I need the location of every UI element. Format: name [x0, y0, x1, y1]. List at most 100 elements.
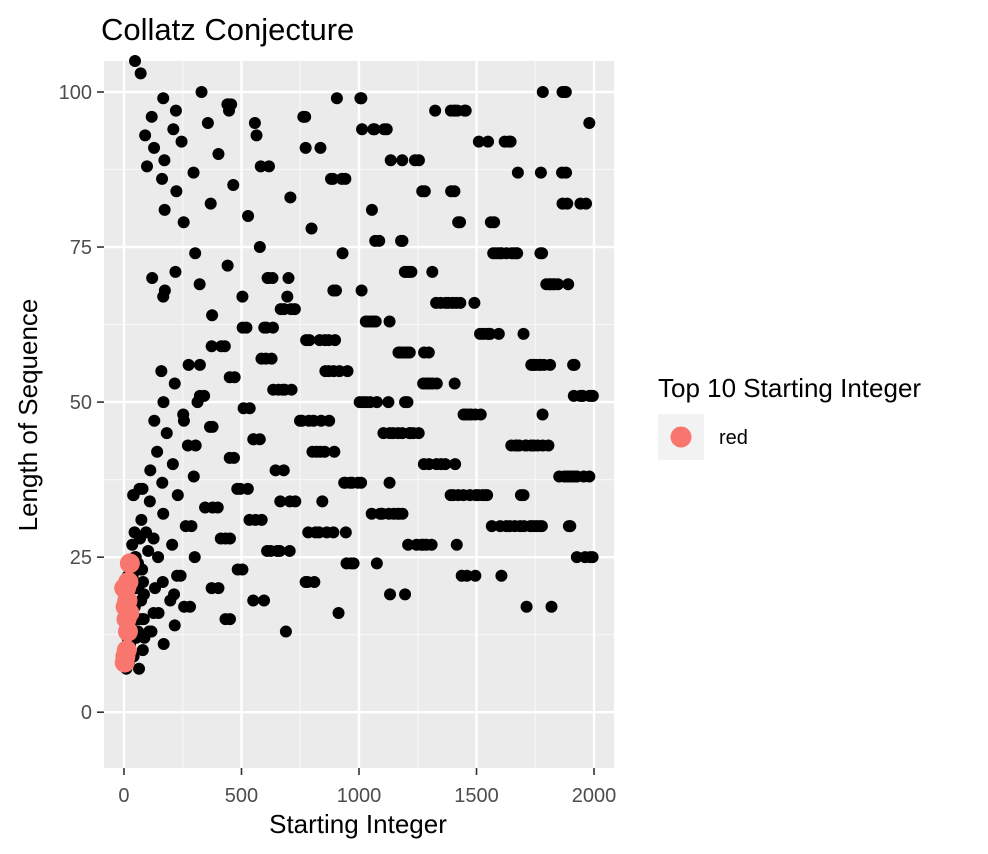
data-point: [206, 420, 219, 433]
data-point: [240, 321, 253, 334]
data-point: [141, 160, 154, 173]
data-point: [135, 513, 148, 526]
data-point: [415, 538, 428, 551]
data-point: [288, 303, 301, 316]
data-point: [241, 482, 254, 495]
data-point: [189, 439, 202, 452]
data-point: [329, 334, 342, 347]
data-point: [495, 569, 508, 582]
data-point: [423, 458, 436, 471]
data-point: [383, 315, 396, 328]
data-point: [511, 166, 524, 179]
data-point: [168, 619, 181, 632]
data-point: [193, 358, 206, 371]
data-point: [463, 408, 476, 421]
data-point-top10: [118, 571, 139, 592]
data-point: [166, 458, 179, 471]
points-layer: [114, 55, 599, 675]
data-point: [136, 482, 149, 495]
data-point: [255, 513, 268, 526]
data-point: [316, 495, 329, 508]
data-point: [182, 358, 195, 371]
data-point: [401, 346, 414, 359]
legend-entry-label: red: [719, 427, 748, 449]
data-point: [185, 520, 198, 533]
data-point: [164, 594, 177, 607]
data-point-top10: [116, 640, 137, 661]
data-point: [305, 222, 318, 235]
data-point: [206, 309, 219, 322]
data-point: [227, 451, 240, 464]
data-point: [481, 489, 494, 502]
data-point: [355, 92, 368, 105]
data-point: [326, 172, 339, 185]
data-point: [303, 334, 316, 347]
data-point: [144, 464, 157, 477]
data-point: [536, 247, 549, 260]
data-point: [189, 247, 202, 260]
data-point: [328, 445, 341, 458]
data-point: [258, 594, 271, 607]
data-point: [147, 532, 160, 545]
grid-major: [104, 61, 614, 768]
data-point: [134, 67, 147, 80]
data-point: [148, 141, 161, 154]
data-point: [231, 482, 244, 495]
data-point: [370, 557, 383, 570]
data-point: [583, 470, 596, 483]
data-point: [422, 346, 435, 359]
data-point: [299, 110, 312, 123]
data-point: [510, 439, 523, 452]
data-point: [384, 588, 397, 601]
data-point: [248, 117, 261, 130]
data-point: [399, 588, 412, 601]
data-point: [236, 290, 249, 303]
data-point: [228, 371, 241, 384]
data-point: [455, 569, 468, 582]
data-point: [527, 439, 540, 452]
data-point: [227, 179, 240, 192]
data-point: [278, 383, 291, 396]
data-point: [184, 600, 197, 613]
data-point: [149, 582, 161, 595]
data-point: [576, 389, 589, 402]
y-axis-title: Length of Sequence: [13, 299, 43, 532]
data-point: [477, 327, 490, 340]
data-point: [382, 396, 395, 409]
data-point: [157, 507, 170, 520]
data-point: [211, 501, 224, 514]
data-point: [536, 408, 549, 421]
data-point: [223, 532, 236, 545]
data-point: [482, 135, 495, 148]
data-point: [158, 154, 171, 167]
data-point: [318, 445, 331, 458]
data-point: [459, 104, 472, 117]
data-point: [567, 358, 580, 371]
data-point-top10: [117, 621, 138, 642]
data-point: [281, 290, 294, 303]
data-point: [586, 551, 599, 564]
data-point: [396, 507, 409, 520]
legend-title: Top 10 Starting Integer: [658, 373, 921, 403]
data-point: [370, 396, 383, 409]
data-point: [396, 154, 409, 167]
data-point: [301, 575, 314, 588]
data-point: [223, 613, 236, 626]
data-point: [205, 340, 218, 353]
x-axis-title: Starting Integer: [269, 809, 447, 839]
data-point: [274, 495, 287, 508]
data-point: [138, 631, 151, 644]
data-point: [580, 197, 593, 210]
data-point: [250, 129, 263, 142]
data-point: [368, 123, 381, 136]
data-point: [306, 445, 319, 458]
x-tick-label: 500: [225, 785, 258, 807]
data-point: [536, 86, 549, 99]
data-point: [167, 123, 180, 136]
data-point: [284, 191, 297, 204]
data-point: [561, 197, 574, 210]
data-point: [218, 340, 231, 353]
data-point: [548, 278, 561, 291]
data-point: [247, 594, 260, 607]
